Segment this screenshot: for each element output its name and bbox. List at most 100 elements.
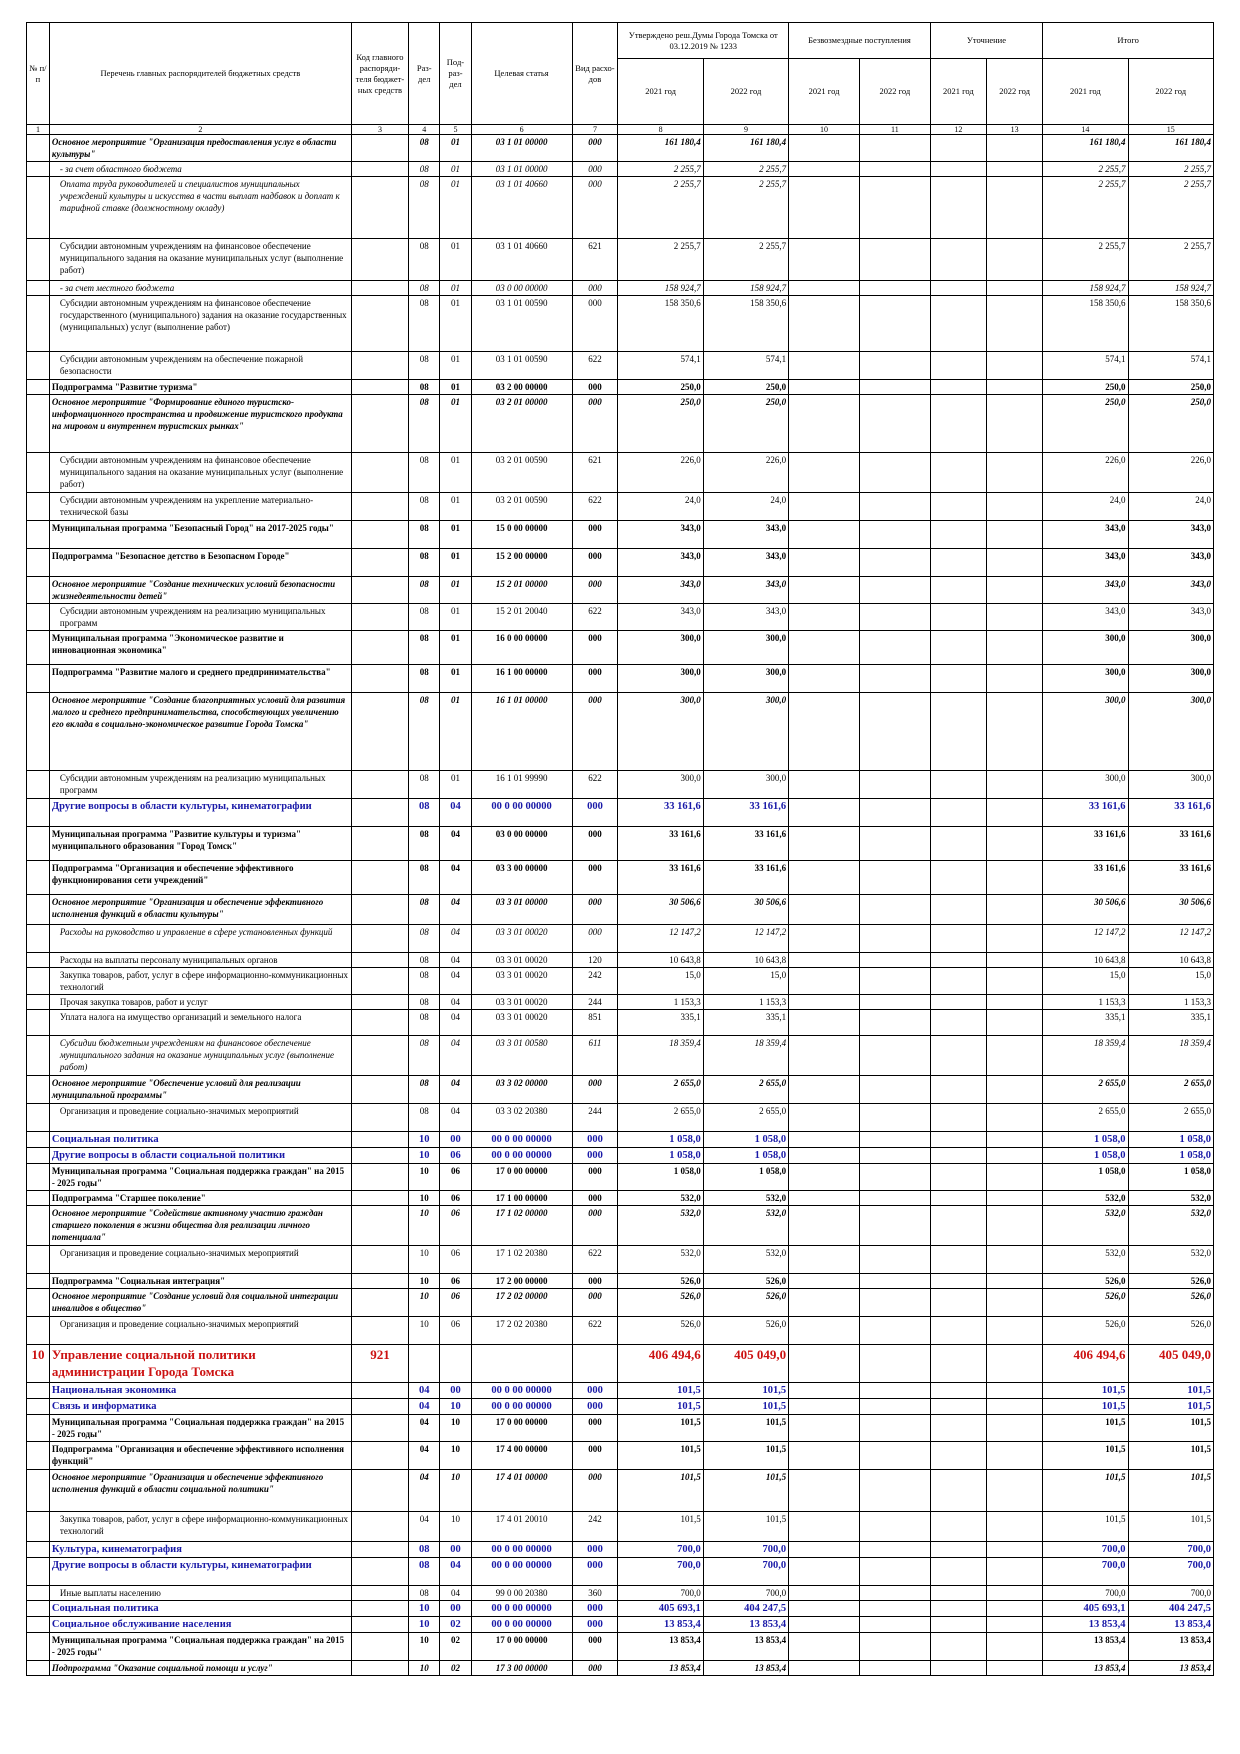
cell-vid: 000 xyxy=(571,548,619,577)
cell-clarify-2021 xyxy=(929,894,987,925)
cell-approved-2022: 532,0 xyxy=(702,1205,790,1246)
cell-code xyxy=(350,1163,410,1191)
cell-clarify-2022 xyxy=(985,1414,1044,1442)
cell-free-2022 xyxy=(858,1245,931,1274)
cell-vid: 000 xyxy=(571,860,619,895)
cell-free-2021 xyxy=(788,826,860,861)
cell-clarify-2021 xyxy=(929,1288,987,1317)
cell-num xyxy=(26,1316,50,1345)
cell-podrazdel: 06 xyxy=(439,1190,472,1206)
cell-vid: 000 xyxy=(571,295,619,352)
cell-approved-2022: 33 161,6 xyxy=(702,860,790,895)
table-row: Подпрограмма "Организация и обеспечение … xyxy=(26,1441,1215,1470)
cell-razdel: 10 xyxy=(408,1632,441,1661)
cell-num xyxy=(26,860,50,895)
cell-approved-2021: 33 161,6 xyxy=(617,860,704,895)
cell-approved-2022: 101,5 xyxy=(702,1469,790,1512)
cell-total-2021: 526,0 xyxy=(1042,1316,1129,1345)
cell-free-2021 xyxy=(788,379,860,395)
cell-approved-2021: 1 153,3 xyxy=(617,994,704,1010)
cell-clarify-2021 xyxy=(929,1469,987,1512)
cell-vid: 000 xyxy=(571,1398,619,1415)
cell-total-2021: 300,0 xyxy=(1042,770,1129,799)
cell-vid: 000 xyxy=(571,1288,619,1317)
column-number: 7 xyxy=(571,124,619,135)
cell-approved-2022: 526,0 xyxy=(702,1273,790,1289)
cell-code xyxy=(350,603,410,631)
cell-podrazdel: 01 xyxy=(439,238,472,281)
cell-code xyxy=(350,1190,410,1206)
cell-vid: 000 xyxy=(571,576,619,604)
table-row: Организация и проведение социально-значи… xyxy=(26,1316,1215,1345)
cell-num xyxy=(26,1585,50,1601)
cell-razdel: 08 xyxy=(408,603,441,631)
cell-total-2022: 700,0 xyxy=(1127,1557,1215,1586)
cell-approved-2022: 2 255,7 xyxy=(702,176,790,239)
cell-code xyxy=(350,1288,410,1317)
cell-num xyxy=(26,280,50,296)
cell-target: 17 4 01 20010 xyxy=(470,1511,573,1542)
cell-podrazdel: 01 xyxy=(439,630,472,665)
cell-num xyxy=(26,1541,50,1558)
cell-free-2022 xyxy=(858,1147,931,1164)
cell-free-2022 xyxy=(858,967,931,995)
cell-name: Другие вопросы в области социальной поли… xyxy=(48,1147,352,1164)
cell-vid: 000 xyxy=(571,664,619,693)
header-year: 2022 год xyxy=(1127,58,1215,125)
cell-razdel: 08 xyxy=(408,280,441,296)
cell-approved-2022: 1 058,0 xyxy=(702,1147,790,1164)
cell-num xyxy=(26,1205,50,1246)
cell-total-2021: 158 924,7 xyxy=(1042,280,1129,296)
cell-free-2022 xyxy=(858,1344,931,1383)
cell-clarify-2022 xyxy=(985,520,1044,549)
cell-approved-2021: 226,0 xyxy=(617,452,704,493)
table-row: 10 Управление социальной политики админис… xyxy=(26,1344,1215,1383)
cell-approved-2022: 33 161,6 xyxy=(702,798,790,827)
cell-num xyxy=(26,952,50,968)
cell-approved-2022: 343,0 xyxy=(702,576,790,604)
cell-name: Закупка товаров, работ, услуг в сфере ин… xyxy=(48,967,352,995)
cell-vid: 622 xyxy=(571,351,619,380)
cell-total-2021: 18 359,4 xyxy=(1042,1035,1129,1076)
cell-approved-2021: 161 180,4 xyxy=(617,134,704,162)
cell-total-2022: 24,0 xyxy=(1127,492,1215,521)
cell-razdel: 04 xyxy=(408,1382,441,1399)
cell-total-2021: 2 655,0 xyxy=(1042,1075,1129,1104)
cell-clarify-2021 xyxy=(929,1541,987,1558)
cell-target: 17 0 00 00000 xyxy=(470,1632,573,1661)
cell-podrazdel: 06 xyxy=(439,1163,472,1191)
cell-vid: 622 xyxy=(571,1316,619,1345)
cell-approved-2022: 101,5 xyxy=(702,1511,790,1542)
cell-free-2022 xyxy=(858,520,931,549)
cell-total-2021: 300,0 xyxy=(1042,692,1129,771)
cell-podrazdel: 04 xyxy=(439,1009,472,1036)
table-row: Основное мероприятие "Создание благоприя… xyxy=(26,692,1215,771)
cell-razdel: 08 xyxy=(408,351,441,380)
cell-vid: 622 xyxy=(571,770,619,799)
cell-vid: 000 xyxy=(571,1660,619,1676)
cell-total-2021: 10 643,8 xyxy=(1042,952,1129,968)
cell-clarify-2022 xyxy=(985,994,1044,1010)
cell-approved-2021: 1 058,0 xyxy=(617,1147,704,1164)
cell-name: Подпрограмма "Социальная интеграция" xyxy=(48,1273,352,1289)
table-row: Оплата труда руководителей и специалисто… xyxy=(26,176,1215,239)
cell-free-2022 xyxy=(858,1441,931,1470)
cell-podrazdel: 01 xyxy=(439,664,472,693)
cell-total-2022: 300,0 xyxy=(1127,770,1215,799)
cell-free-2021 xyxy=(788,1600,860,1617)
cell-approved-2021: 101,5 xyxy=(617,1469,704,1512)
cell-razdel: 08 xyxy=(408,860,441,895)
cell-code xyxy=(350,520,410,549)
cell-free-2021 xyxy=(788,1557,860,1586)
cell-code xyxy=(350,176,410,239)
cell-clarify-2021 xyxy=(929,1245,987,1274)
cell-total-2022: 343,0 xyxy=(1127,603,1215,631)
cell-vid: 000 xyxy=(571,1382,619,1399)
cell-razdel: 08 xyxy=(408,161,441,177)
cell-name: Национальная экономика xyxy=(48,1382,352,1399)
cell-vid: 622 xyxy=(571,492,619,521)
table-row: Закупка товаров, работ, услуг в сфере ин… xyxy=(26,967,1215,995)
cell-total-2021: 101,5 xyxy=(1042,1382,1129,1399)
cell-podrazdel: 02 xyxy=(439,1616,472,1633)
cell-free-2022 xyxy=(858,630,931,665)
